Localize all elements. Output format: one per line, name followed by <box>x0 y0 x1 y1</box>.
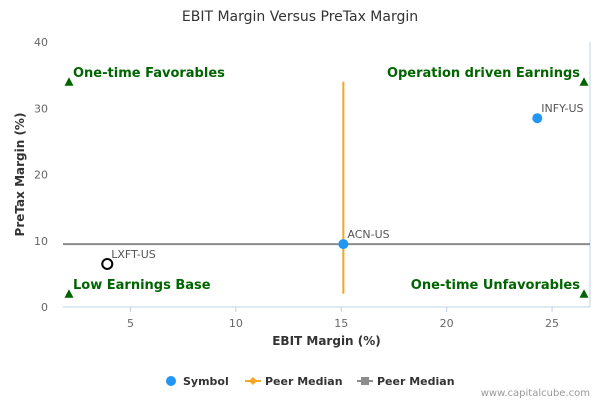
y-axis-title: PreTax Margin (%) <box>13 113 27 237</box>
y-tick-label: 20 <box>34 169 48 182</box>
data-point-label: LXFT-US <box>111 248 156 261</box>
x-tick-label: 15 <box>334 317 348 330</box>
quadrant-marker-icon <box>64 77 74 86</box>
quadrant-label: Low Earnings Base <box>73 278 211 293</box>
data-point-lxft-us <box>101 257 114 270</box>
plot-frame <box>63 42 591 308</box>
legend: Symbol Peer Median Peer Median <box>166 375 455 388</box>
quadrant-labels: One-time Favorables Operation driven Earn… <box>64 66 589 298</box>
legend-symbol-icon <box>166 376 176 386</box>
y-axis-ticks: 0 10 20 30 40 <box>34 36 48 314</box>
legend-square-icon <box>361 377 369 385</box>
legend-item-label: Peer Median <box>265 375 343 388</box>
data-points: INFY-US ACN-US LXFT-US <box>101 102 584 270</box>
quadrant-label: Operation driven Earnings <box>387 66 580 81</box>
x-axis-title: EBIT Margin (%) <box>272 334 381 348</box>
data-point-label: ACN-US <box>347 228 389 241</box>
legend-item-label: Symbol <box>183 375 229 388</box>
quadrant-marker-icon <box>579 289 589 298</box>
quadrant-label: One-time Favorables <box>73 66 225 81</box>
y-tick-label: 10 <box>34 235 48 248</box>
quadrant-marker-icon <box>579 77 589 86</box>
x-tick-label: 20 <box>440 317 454 330</box>
y-tick-label: 0 <box>41 301 48 314</box>
y-tick-label: 30 <box>34 102 48 115</box>
legend-item-label: Peer Median <box>377 375 455 388</box>
x-tick-label: 10 <box>229 317 243 330</box>
x-tick-label: 5 <box>127 317 134 330</box>
peer-median-lines <box>63 81 590 294</box>
data-point-label: INFY-US <box>541 102 583 115</box>
legend-diamond-icon <box>249 377 257 385</box>
x-tick-label: 25 <box>545 317 559 330</box>
quadrant-marker-icon <box>64 289 74 298</box>
x-axis-ticks: 5 10 15 20 25 <box>127 307 559 330</box>
data-point-acn-us <box>338 239 349 250</box>
chart-title: EBIT Margin Versus PreTax Margin <box>182 9 418 25</box>
quadrant-label: One-time Unfavorables <box>411 278 580 293</box>
data-point-infy-us <box>532 113 543 124</box>
credit-text: www.capitalcube.com <box>481 388 590 399</box>
y-tick-label: 40 <box>34 36 48 49</box>
